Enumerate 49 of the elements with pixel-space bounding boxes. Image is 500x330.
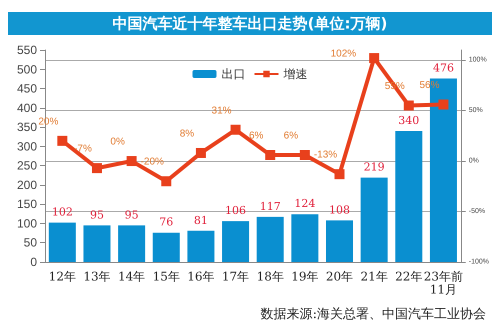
data-label: 102% — [330, 48, 356, 60]
data-label: 102 — [52, 206, 73, 219]
data-label: 108 — [329, 203, 350, 216]
legend-label: 出口 — [222, 67, 246, 81]
data-label: 95 — [90, 208, 104, 222]
data-label: 81 — [194, 214, 208, 227]
x-tick-label: 18年 — [256, 270, 284, 284]
data-label: 219 — [364, 160, 385, 174]
x-tick-label: 20年 — [326, 270, 354, 284]
data-label: 31% — [212, 105, 232, 116]
y-tick-label: 300 — [16, 139, 38, 154]
x-tick-label: 12年 — [48, 270, 76, 284]
y-tick-label: 500 — [16, 62, 38, 76]
y-tick-label: 0 — [30, 255, 38, 269]
x-tick-label: 16年 — [187, 270, 215, 284]
data-label: 0% — [110, 136, 125, 148]
x-tick-label: 14年 — [118, 270, 146, 284]
y-tick-label: 400 — [16, 100, 38, 115]
data-label: 8% — [180, 128, 194, 140]
legend-label: 增速 — [282, 67, 308, 81]
y-tick-label: 150 — [16, 197, 38, 212]
x-tick-label: 15年 — [152, 270, 180, 284]
data-label: 476 — [432, 62, 454, 75]
source-note: 数据来源:海关总署、中国汽车工业协会 — [260, 307, 486, 322]
data-label: 124 — [294, 197, 316, 210]
y-tick-label: 550 — [16, 43, 38, 57]
x-tick-label: 13年 — [83, 270, 111, 284]
data-label: 340 — [398, 114, 420, 127]
y-tick-label: 100 — [16, 216, 38, 230]
y-tick-label: 450 — [16, 82, 38, 96]
chart-title: 中国汽车近十年整车出口走势(单位:万辆) — [112, 14, 388, 32]
data-label: 6% — [248, 130, 264, 142]
y-tick-label: 250 — [16, 158, 38, 173]
x-tick-label: 22年 — [395, 270, 422, 284]
x-tick-label: 17年 — [222, 270, 250, 284]
data-label: 76 — [159, 216, 174, 229]
data-label: 95 — [124, 208, 139, 222]
x-tick-label: 23年前11月 — [424, 270, 464, 296]
data-label: -20% — [140, 156, 164, 168]
x-tick-label: 19年 — [291, 270, 318, 284]
data-label: -7% — [74, 144, 92, 155]
y-tick-label: 50 — [24, 236, 38, 250]
data-label: -13% — [314, 150, 338, 161]
y-tick-label: 200 — [16, 178, 38, 192]
data-label: 6% — [284, 130, 298, 142]
y-tick-label: 350 — [16, 120, 38, 134]
data-label: 117 — [260, 200, 281, 213]
data-label: 106 — [225, 204, 246, 218]
x-tick-label: 21年 — [360, 270, 388, 284]
